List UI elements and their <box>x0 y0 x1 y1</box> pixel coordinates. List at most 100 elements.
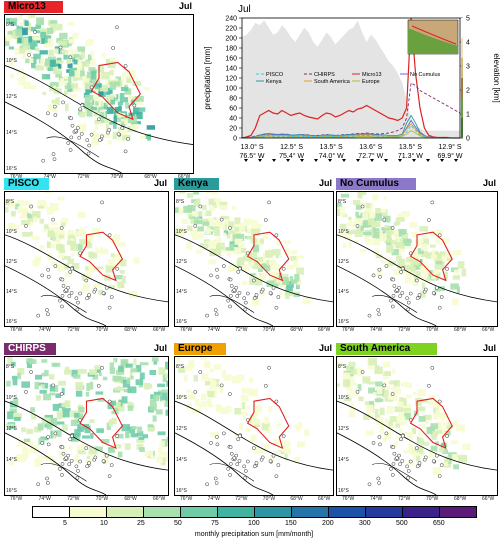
location-marker <box>342 159 346 162</box>
chart-title: Jul <box>238 4 251 15</box>
lon-tick: 74°W <box>207 327 220 333</box>
lat-tick: 8°S <box>6 199 15 205</box>
location-marker <box>314 159 318 162</box>
lon-tick: 68°W <box>144 174 157 180</box>
elevation-strip <box>461 118 463 138</box>
colorbar-segment <box>217 506 255 518</box>
lon-tick: 72°W <box>67 496 80 502</box>
location-marker <box>258 159 262 162</box>
lon-tick: 66°W <box>153 327 166 333</box>
series-line-pisco <box>242 124 460 139</box>
colorbar-label: 100 <box>248 520 260 527</box>
series-line-kenya <box>242 114 460 139</box>
legend-label: Micro13 <box>362 72 382 78</box>
lat-tick: 12°S <box>6 94 17 100</box>
legend-label: No Cumulus <box>410 72 441 78</box>
lat-tick: 8°S <box>338 199 347 205</box>
colorbar-segment <box>328 506 366 518</box>
lon-tick: 74°W <box>370 327 383 333</box>
colorbar-label: 10 <box>100 520 108 527</box>
colorbar-segment <box>365 506 403 518</box>
legend-label: Europe <box>362 79 380 85</box>
y-tick-label: 240 <box>225 16 237 23</box>
colorbar-label: 50 <box>174 520 182 527</box>
x-tick-lon: 76.5° W <box>240 152 265 160</box>
y2-tick-label: 4 <box>466 40 470 47</box>
lon-tick: 76°W <box>10 496 23 502</box>
colorbar-label: 25 <box>137 520 145 527</box>
lon-tick: 72°W <box>77 174 90 180</box>
colorbar-segment <box>143 506 181 518</box>
lon-tick: 70°W <box>110 174 124 180</box>
map-pisco <box>4 191 169 327</box>
lat-tick: 8°S <box>176 364 185 370</box>
panel-label-europe: Europe <box>174 343 226 355</box>
inset-transect <box>411 25 457 45</box>
colorbar-segment <box>69 506 107 518</box>
x-tick-lon: 69.9° W <box>438 152 463 160</box>
y-tick-label: 40 <box>229 116 237 123</box>
lat-tick: 12°S <box>6 259 17 265</box>
colorbar-segment <box>439 506 477 518</box>
colorbar-label: 150 <box>285 520 297 527</box>
chart-canvas: Jul 0 20 40 60 80 100 120 140 160 180 200 220 240 0 1 2 3… <box>203 4 500 162</box>
y-tick-label: 140 <box>225 66 237 73</box>
y2-tick-label: 5 <box>466 16 470 23</box>
lon-tick: 72°W <box>398 496 411 502</box>
x-tick-lon: 72.7° W <box>358 152 383 160</box>
lon-tick: 70°W <box>262 496 276 502</box>
elevation-strip <box>461 18 463 38</box>
lon-tick: 68°W <box>290 496 303 502</box>
legend-label: CHIRPS <box>314 72 335 78</box>
location-marker <box>272 159 276 162</box>
y-tick-label: 200 <box>225 36 237 43</box>
colorbar-label: 500 <box>396 520 408 527</box>
y-tick-label: 120 <box>225 76 237 83</box>
location-marker <box>384 159 388 162</box>
lon-tick: 70°W <box>95 496 109 502</box>
lat-tick: 14°S <box>6 289 17 295</box>
lat-tick: 12°S <box>176 426 187 432</box>
lat-tick: 16°S <box>6 166 17 172</box>
lon-tick: 72°W <box>235 496 248 502</box>
lat-tick: 14°S <box>176 457 187 463</box>
lon-tick: 76°W <box>180 327 193 333</box>
panel-label-micro13: Micro13 <box>4 1 63 13</box>
map-panel-micro13: Micro13 Jul 8°S 10°S 12°S 14°S 16°S 76°W 74°W 72°… <box>4 1 194 183</box>
lat-tick: 10°S <box>338 229 349 235</box>
x-tick-lon: 75.4° W <box>279 152 304 160</box>
lat-tick: 10°S <box>6 229 17 235</box>
lon-tick: 66°W <box>318 496 331 502</box>
lon-tick: 68°W <box>454 496 467 502</box>
location-marker <box>412 159 416 162</box>
y-axis-label: precipitation [mm] <box>203 46 212 109</box>
colorbar-segment <box>254 506 292 518</box>
x-tick-lon: 71.3° W <box>398 152 423 160</box>
location-marker <box>454 159 458 162</box>
lon-tick: 66°W <box>153 496 166 502</box>
lon-tick: 72°W <box>235 327 248 333</box>
panel-month-nocumulus: Jul <box>482 178 496 188</box>
colorbar-title: monthly precipitation sum [mm/month] <box>194 531 314 538</box>
lon-tick: 74°W <box>38 327 51 333</box>
x-tick-lat: 13.5° S <box>320 143 343 151</box>
lat-tick: 16°S <box>176 319 187 325</box>
x-tick-lat: 12.9° S <box>438 143 461 151</box>
x-tick-lat: 13.6° S <box>359 143 382 151</box>
elevation-strip <box>461 58 463 78</box>
lon-tick: 66°W <box>482 496 495 502</box>
lat-tick: 8°S <box>338 364 347 370</box>
colorbar-label: 300 <box>359 520 371 527</box>
x-tick-lat: 13.5° S <box>399 143 422 151</box>
y-tick-label: 80 <box>229 96 237 103</box>
map-panel-southamerica: South America Jul 8°S 10°S 12°S 14°S 16°S 76°W 7… <box>336 343 498 505</box>
y2-tick-label: 3 <box>466 64 470 71</box>
panel-month-pisco: Jul <box>153 178 167 188</box>
lon-tick: 68°W <box>454 327 467 333</box>
location-marker <box>244 159 248 162</box>
map-micro13 <box>4 14 194 174</box>
lat-tick: 14°S <box>338 457 349 463</box>
y2-axis-label: elevation [km] <box>492 53 500 102</box>
elevation-area <box>242 20 460 138</box>
panel-month-kenya: Jul <box>318 178 332 188</box>
